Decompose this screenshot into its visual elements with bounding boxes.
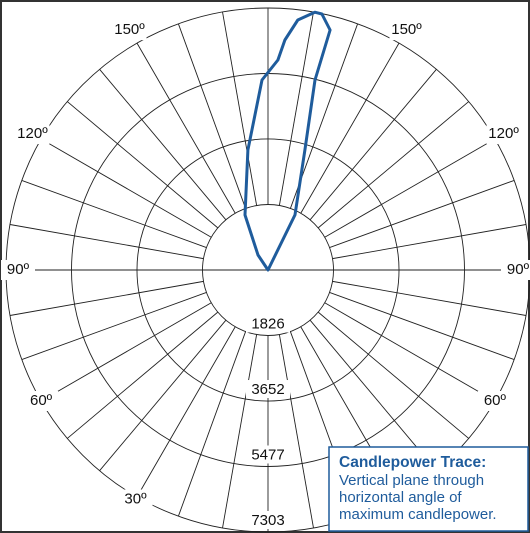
trace [243,10,332,272]
label-bg [246,314,290,333]
spoke [300,42,400,214]
label-bg [246,445,290,464]
label-bg [246,380,290,399]
angle-label: 90º [507,261,530,278]
spoke [329,179,515,249]
legend-title: Candlepower Trace: [339,454,486,471]
angle-label: 60º [30,392,53,409]
spoke [222,11,258,206]
spoke [67,101,219,229]
spoke [40,302,212,402]
label-bg [389,20,424,41]
spoke [177,23,247,209]
label-bg [1,260,35,280]
angle-label: 150º [114,21,145,38]
spoke [21,179,207,249]
label-bg [118,489,153,510]
spoke [317,101,469,229]
spoke [222,334,258,529]
spoke [332,224,527,260]
spoke [99,69,227,221]
spoke [9,224,204,260]
spoke [177,331,247,517]
spoke [329,291,515,361]
spoke [332,280,527,316]
spoke [317,311,469,439]
angle-label: 120º [488,125,519,142]
angle-label: 90º [7,261,30,278]
label-bg [477,391,512,411]
spoke [278,11,314,206]
ring-label: 5477 [251,446,284,463]
spoke [21,291,207,361]
angle-label: 30º [124,490,147,507]
ring [202,204,334,336]
spoke [40,138,212,238]
spoke [309,319,437,471]
legend-box [328,446,529,532]
spoke [99,319,227,471]
label-bg [112,20,147,41]
label-bg [246,511,290,529]
legend-line: Vertical plane through [339,472,484,489]
spoke [67,311,219,439]
angle-label: 60º [484,392,507,409]
label-bg [15,124,50,144]
label-bg [486,124,521,144]
spoke [324,302,496,402]
spoke [309,69,437,221]
angle-label: 150º [391,21,422,38]
spoke [278,334,314,529]
ring-label: 7303 [251,512,284,529]
legend-line: horizontal angle of [339,489,462,506]
ring-label: 1826 [251,315,284,332]
spoke [9,280,204,316]
spoke [136,42,236,214]
label-bg [501,260,530,280]
label-bg [24,391,59,411]
legend-line: maximum candlepower. [339,506,497,523]
spoke [324,138,496,238]
angle-label: 120º [17,125,48,142]
ring-label: 3652 [251,381,284,398]
spoke [136,326,236,498]
ring [136,138,400,402]
